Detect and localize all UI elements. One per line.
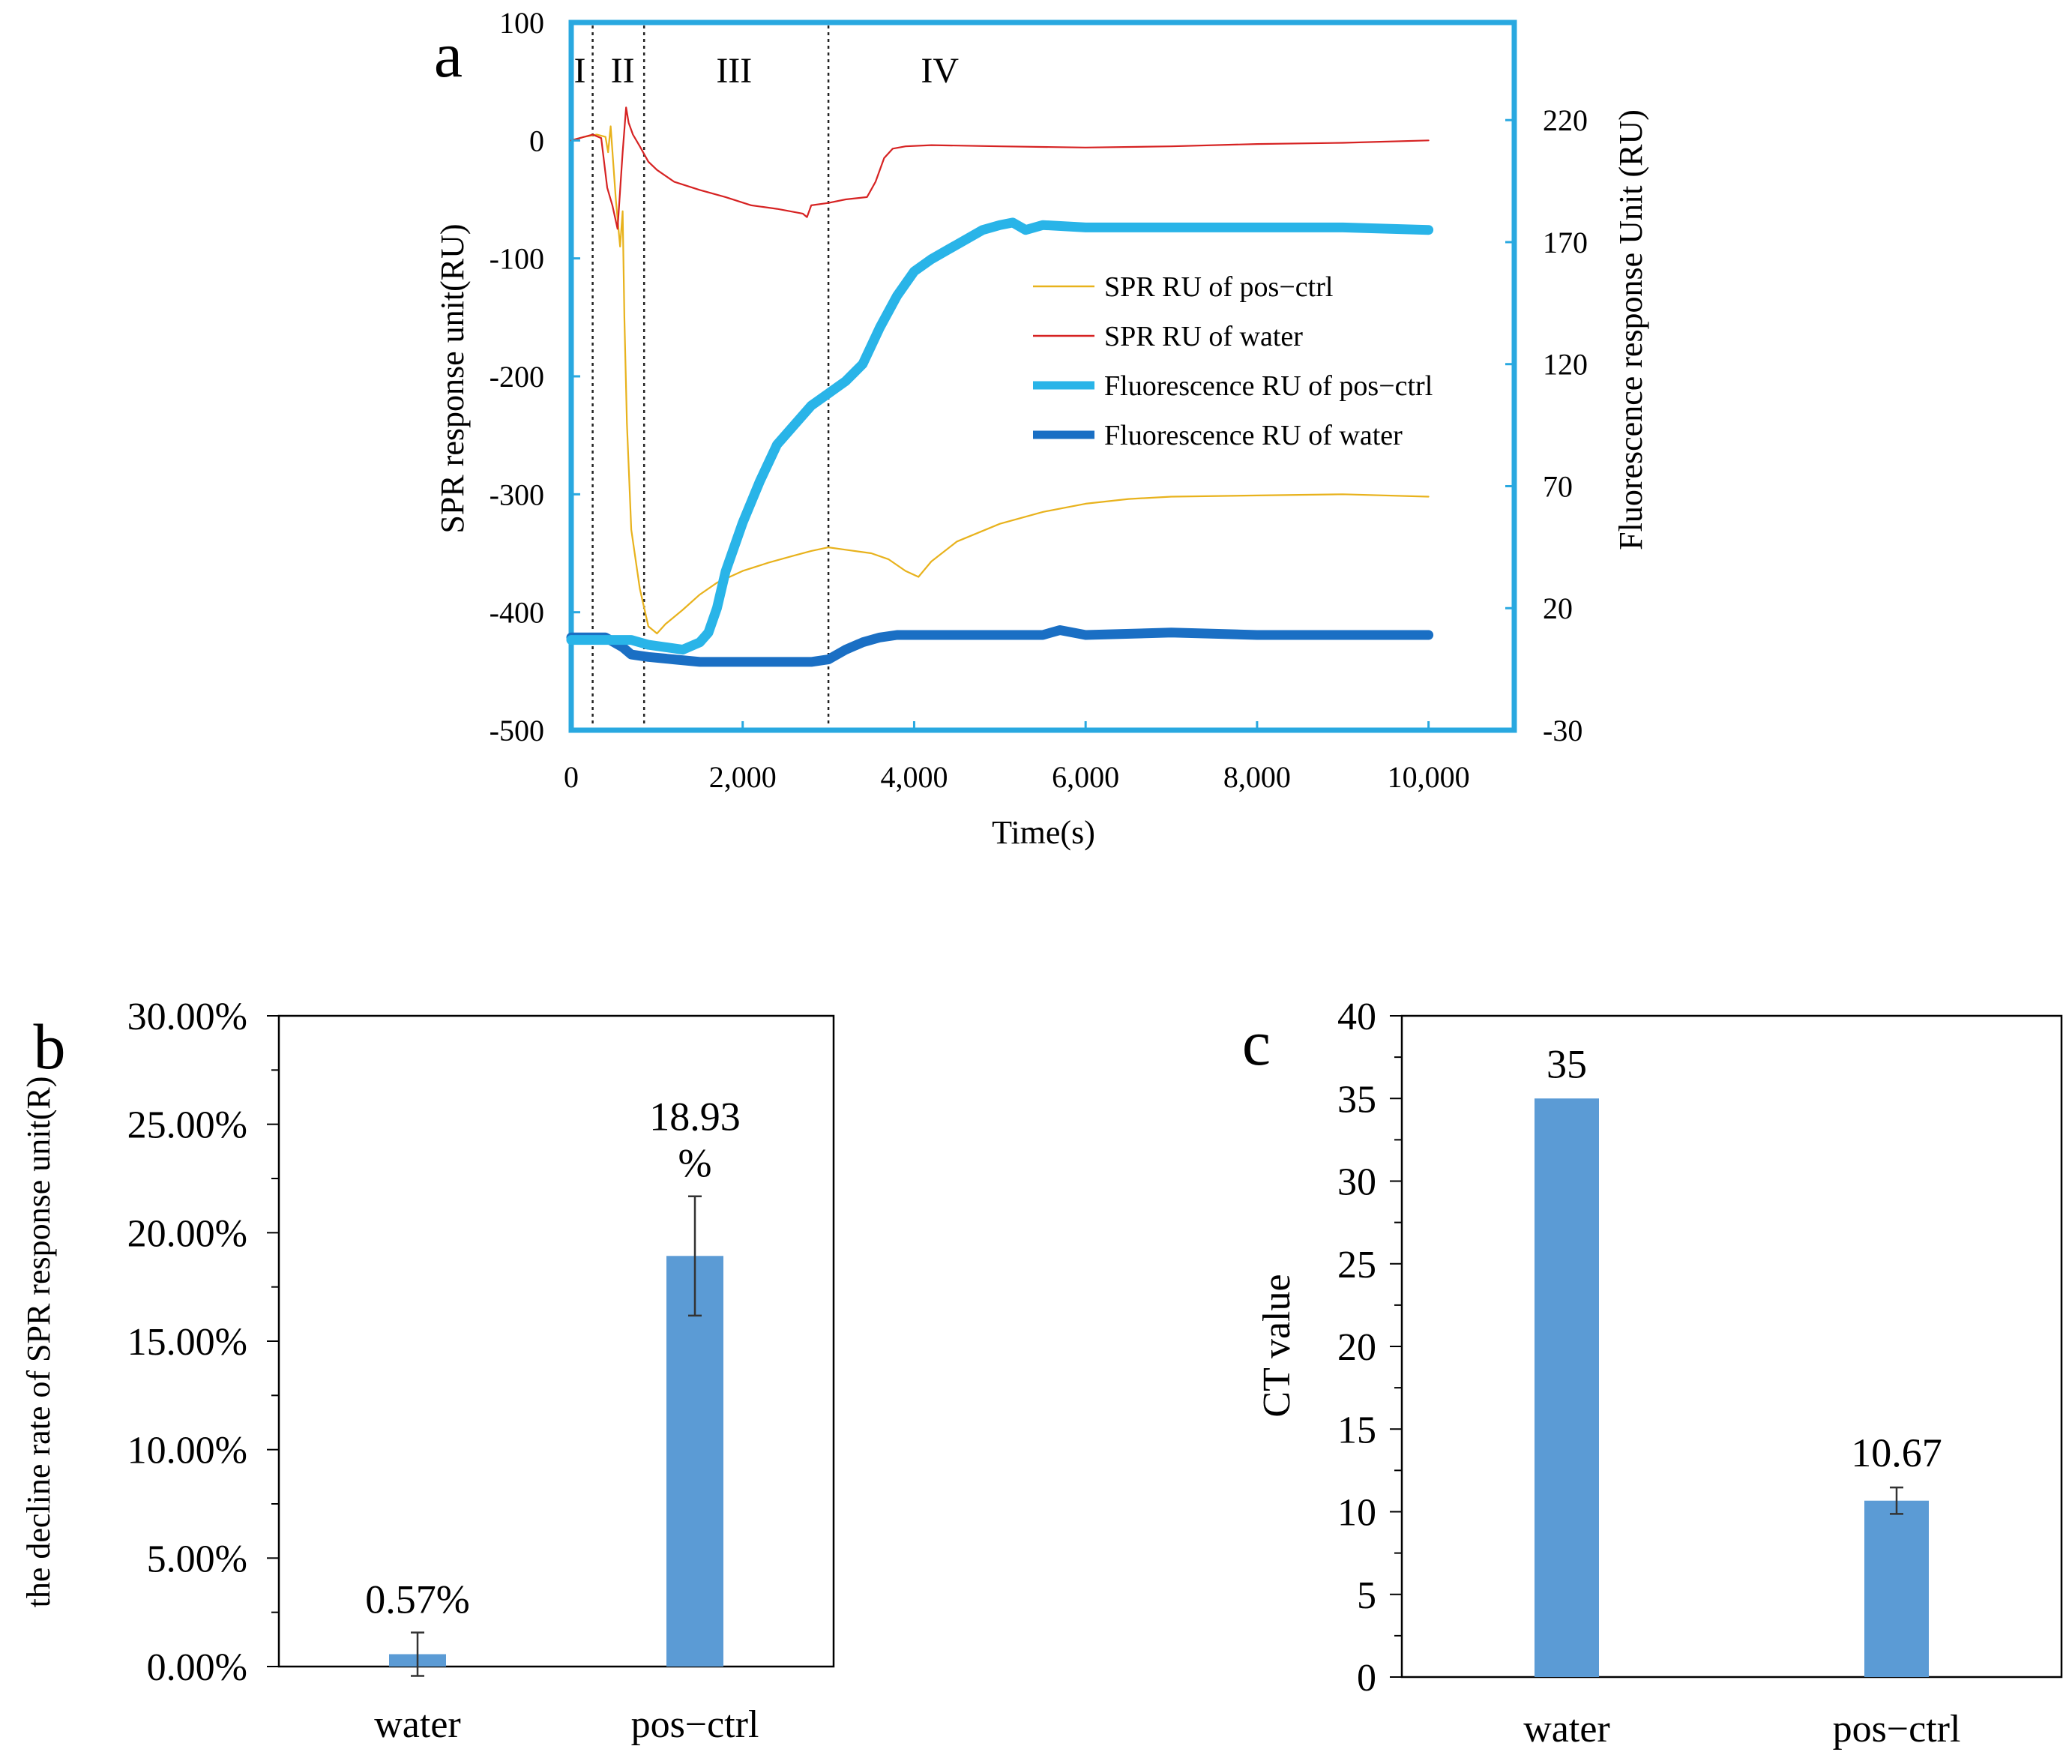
y-tick-label: -100 xyxy=(490,242,544,276)
series-line-4 xyxy=(566,625,1434,667)
x-tick-label: 2,000 xyxy=(709,760,777,794)
panel-b-bars xyxy=(389,1195,723,1677)
bar-water xyxy=(1535,1098,1599,1677)
panel-b-letter: b xyxy=(34,1011,66,1083)
panel-a-x-axis-title: Time(s) xyxy=(992,814,1095,851)
y2-tick-label: 220 xyxy=(1543,103,1588,137)
data-label: 10.67 xyxy=(1851,1430,1942,1475)
panel-b-bar-chart: b 30.00% 25.00% 20.00% 15.00% 10.00% 5.00% 0.0… xyxy=(20,996,835,1746)
left-y-tick-labels: 100 0 -100 -200 -300 -400 -500 xyxy=(490,6,544,747)
y2-tick-label: 120 xyxy=(1543,348,1588,382)
phase-label-III: III xyxy=(716,51,752,91)
y2-tick-label: 20 xyxy=(1543,591,1573,625)
y-tick-label: 10 xyxy=(1337,1492,1376,1535)
panel-a-letter: a xyxy=(434,19,463,91)
panel-c-letter: c xyxy=(1242,1007,1271,1079)
x-tick-label: 0 xyxy=(564,760,579,794)
data-label-line: 18.93 xyxy=(649,1095,741,1140)
y-tick-label: 0 xyxy=(529,124,544,157)
panel-c-bars xyxy=(1535,1098,1929,1677)
bar-posctrl xyxy=(1864,1500,1929,1677)
right-y-tick-labels: 220 170 120 70 20 -30 xyxy=(1543,103,1588,747)
panel-c-y-tick-labels: 40 35 30 25 20 15 10 5 0 xyxy=(1337,996,1376,1700)
panel-c-plot-frame xyxy=(1400,1014,2063,1679)
data-label-line: 0.57% xyxy=(365,1577,469,1622)
y-tick-label: -300 xyxy=(490,478,544,511)
x-tick-label: 4,000 xyxy=(880,760,948,794)
y-tick-label: 40 xyxy=(1337,996,1376,1038)
data-label: 35 xyxy=(1547,1041,1587,1086)
panel-b-plot-frame xyxy=(277,1014,835,1668)
series-line-3 xyxy=(566,217,1434,655)
category-label: pos−ctrl xyxy=(631,1703,759,1746)
tick-marks xyxy=(570,21,1514,732)
data-label-line: 10.67 xyxy=(1851,1430,1942,1475)
y-tick-label: 5.00% xyxy=(147,1538,247,1580)
category-label: water xyxy=(1523,1708,1609,1751)
y-tick-label: -400 xyxy=(490,596,544,630)
y-tick-label: 5 xyxy=(1357,1574,1376,1617)
legend-entry-label: Fluorescence RU of water xyxy=(1104,420,1403,451)
panel-c-y-axis-title: CT value xyxy=(1256,1274,1298,1417)
y-tick-label: -200 xyxy=(490,360,544,394)
series-line-2 xyxy=(570,106,1430,230)
y2-tick-label: 70 xyxy=(1543,469,1573,503)
panel-c-category-labels: water pos−ctrl xyxy=(1523,1708,1960,1751)
category-label: pos−ctrl xyxy=(1833,1708,1961,1751)
y-tick-label: 35 xyxy=(1337,1078,1376,1121)
panel-c-data-labels: 35 10.67 xyxy=(1547,1041,1942,1475)
y-tick-label: 20.00% xyxy=(127,1212,247,1255)
bar-posctrl xyxy=(666,1256,723,1667)
panel-b-data-labels: 0.57% 18.93% xyxy=(365,1095,740,1622)
data-label-line: % xyxy=(678,1141,712,1186)
x-tick-label: 6,000 xyxy=(1052,760,1119,794)
y-tick-label: 0 xyxy=(1357,1657,1376,1700)
y-tick-label: 30.00% xyxy=(127,996,247,1038)
panel-b-y-axis-title: the decline rate of SPR response unit(R) xyxy=(20,1077,57,1608)
x-tick-labels: 0 2,000 4,000 6,000 8,000 10,000 xyxy=(564,760,1470,794)
y2-tick-label: 170 xyxy=(1543,226,1588,259)
y-tick-label: 100 xyxy=(499,6,544,40)
data-label-line: 35 xyxy=(1547,1041,1587,1086)
phase-label-I: I xyxy=(573,51,585,91)
legend: SPR RU of pos−ctrl SPR RU of water Fluores… xyxy=(1033,271,1433,451)
data-label: 18.93% xyxy=(649,1095,741,1186)
panel-b-category-labels: water pos−ctrl xyxy=(374,1703,759,1746)
y-tick-label: 15.00% xyxy=(127,1321,247,1364)
panel-a-right-y-axis-title: Fluorescence response Unit (RU) xyxy=(1612,109,1649,550)
y2-tick-label: -30 xyxy=(1543,714,1582,747)
x-tick-label: 10,000 xyxy=(1388,760,1470,794)
legend-entry-label: SPR RU of pos−ctrl xyxy=(1104,271,1333,303)
line-series-group xyxy=(566,106,1434,667)
y-tick-label: 10.00% xyxy=(127,1430,247,1472)
category-label: water xyxy=(374,1703,460,1746)
panel-c-bar-chart: c 40 35 30 25 20 15 10 5 0 water pos−ctrl 35 10.67… xyxy=(1242,996,2063,1751)
panel-a-left-y-axis-title: SPR response unit(RU) xyxy=(434,223,471,533)
legend-entry-label: SPR RU of water xyxy=(1104,321,1303,352)
data-label: 0.57% xyxy=(365,1577,469,1622)
phase-labels: I II III IV xyxy=(573,51,959,91)
panel-b-tick-marks xyxy=(267,1015,279,1667)
legend-entry-label: Fluorescence RU of pos−ctrl xyxy=(1104,370,1433,402)
series-line-1 xyxy=(570,125,1430,635)
panel-c-tick-marks xyxy=(1390,1015,1402,1678)
x-tick-label: 8,000 xyxy=(1223,760,1291,794)
panel-b-y-tick-labels: 30.00% 25.00% 20.00% 15.00% 10.00% 5.00% 0.00% xyxy=(127,996,247,1689)
y-tick-label: 25.00% xyxy=(127,1104,247,1147)
y-tick-label: 25 xyxy=(1337,1244,1376,1286)
y-tick-label: 0.00% xyxy=(147,1646,247,1689)
phase-boundary-lines xyxy=(591,25,830,727)
phase-label-II: II xyxy=(611,51,635,91)
y-tick-label: -500 xyxy=(490,714,544,747)
y-tick-label: 15 xyxy=(1337,1409,1376,1451)
y-tick-label: 20 xyxy=(1337,1326,1376,1369)
phase-label-IV: IV xyxy=(921,51,959,91)
y-tick-label: 30 xyxy=(1337,1161,1376,1204)
